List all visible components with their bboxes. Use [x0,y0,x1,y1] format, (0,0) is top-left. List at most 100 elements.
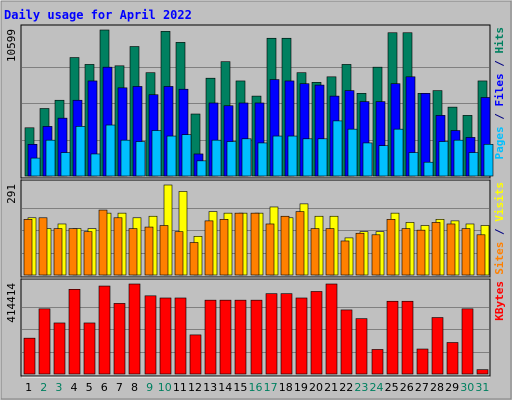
bar-sites-day-6 [98,209,108,276]
bar-sites-day-9 [144,226,154,276]
bar-kbytes-day-3 [53,322,66,375]
bar-pages-day-7 [120,139,131,177]
day-label: 30 [460,381,474,394]
series-pages [30,120,494,177]
bar-sites-day-14 [219,219,229,276]
bar-kbytes-day-12 [189,334,202,375]
bar-kbytes-day-6 [98,285,111,375]
bar-pages-day-22 [347,128,358,177]
series-sites [23,209,486,276]
panel-visits-ymax-label: 291 [5,184,18,204]
bar-kbytes-day-23 [355,318,368,375]
day-label: 12 [188,381,202,394]
bar-pages-day-14 [226,141,237,177]
bar-sites-day-3 [53,228,63,276]
bar-pages-day-18 [287,135,298,177]
bar-kbytes-day-21 [325,283,338,375]
bar-pages-day-13 [211,139,222,177]
bar-sites-day-4 [68,228,78,276]
day-label: 17 [264,381,278,394]
bar-sites-day-23 [355,232,365,276]
bar-sites-day-11 [174,231,184,276]
bar-kbytes-day-11 [174,297,187,375]
day-label: 3 [55,381,62,394]
panel-kbytes-ymax-label: 414414 [5,283,18,323]
day-label: 15 [233,381,247,394]
day-label: 24 [370,381,384,394]
bar-pages-day-29 [453,139,464,177]
bar-kbytes-day-30 [461,308,474,375]
bar-pages-day-4 [75,126,86,177]
day-label: 2 [40,381,47,394]
panel-hits-legend-item: Files [493,73,506,106]
day-label: 16 [249,381,263,394]
bar-pages-day-23 [362,142,373,177]
bar-kbytes-day-20 [310,291,323,375]
bar-sites-day-1 [23,219,33,276]
bar-pages-day-8 [135,141,146,177]
bar-pages-day-19 [302,138,313,177]
bar-sites-day-22 [340,240,350,276]
bar-sites-day-5 [83,231,93,276]
panel-kbytes-bars [23,283,489,375]
bar-pages-day-6 [105,124,116,177]
panel-hits-legend-item: / [493,54,506,74]
bar-pages-day-12 [196,160,207,177]
day-label: 18 [279,381,293,394]
bar-kbytes-day-15 [234,299,247,375]
panel-hits: 10599 Pages / Files / Hits [5,24,506,180]
bar-sites-day-26 [401,228,411,276]
bar-pages-day-27 [423,161,434,177]
bar-kbytes-day-10 [159,297,172,375]
panel-hits-legend-item: Hits [493,27,506,54]
day-label: 28 [430,381,444,394]
bar-kbytes-day-8 [128,283,141,375]
chart-title: Daily usage for April 2022 [4,8,192,22]
bar-sites-day-28 [431,222,441,276]
bar-kbytes-day-19 [295,297,308,375]
bar-pages-day-11 [181,134,192,177]
day-label: 10 [158,381,172,394]
bar-pages-day-25 [393,128,404,177]
bar-pages-day-10 [166,135,177,177]
bar-sites-day-15 [234,212,244,276]
bar-kbytes-day-14 [219,299,232,375]
bar-sites-day-19 [295,211,305,276]
bar-sites-day-20 [310,228,320,276]
day-label: 26 [400,381,414,394]
panel-kbytes-legend-item: KBytes [493,281,506,321]
bar-sites-day-17 [265,223,275,276]
bar-pages-day-31 [483,144,494,177]
bar-pages-day-30 [468,152,479,177]
bar-kbytes-day-17 [265,293,278,375]
bar-sites-day-30 [461,228,471,276]
bar-sites-day-29 [446,223,456,276]
panel-hits-ymax-label: 10599 [5,29,18,62]
panel-visits: 291 Sites / Visits [5,179,506,279]
bar-pages-day-9 [151,130,162,177]
day-label: 5 [86,381,93,394]
day-label: 4 [70,381,77,394]
bar-sites-day-7 [113,217,123,276]
bar-sites-day-31 [476,234,486,276]
day-label: 7 [116,381,123,394]
day-label: 31 [475,381,489,394]
day-label: 11 [173,381,187,394]
bar-sites-day-27 [416,229,426,276]
bar-pages-day-17 [272,135,283,177]
bar-pages-day-15 [241,138,252,177]
day-label: 21 [324,381,338,394]
day-label: 6 [101,381,108,394]
bar-sites-day-13 [204,220,214,276]
panel-visits-bars [23,184,490,276]
panel-visits-legend-item: Visits [493,182,506,222]
bar-pages-day-5 [90,153,101,177]
bar-sites-day-16 [250,212,260,276]
bar-sites-day-25 [386,219,396,276]
panel-kbytes-legend: KBytes [493,281,506,321]
panel-hits-legend-item: Pages [493,126,506,159]
bar-kbytes-day-29 [446,342,459,375]
